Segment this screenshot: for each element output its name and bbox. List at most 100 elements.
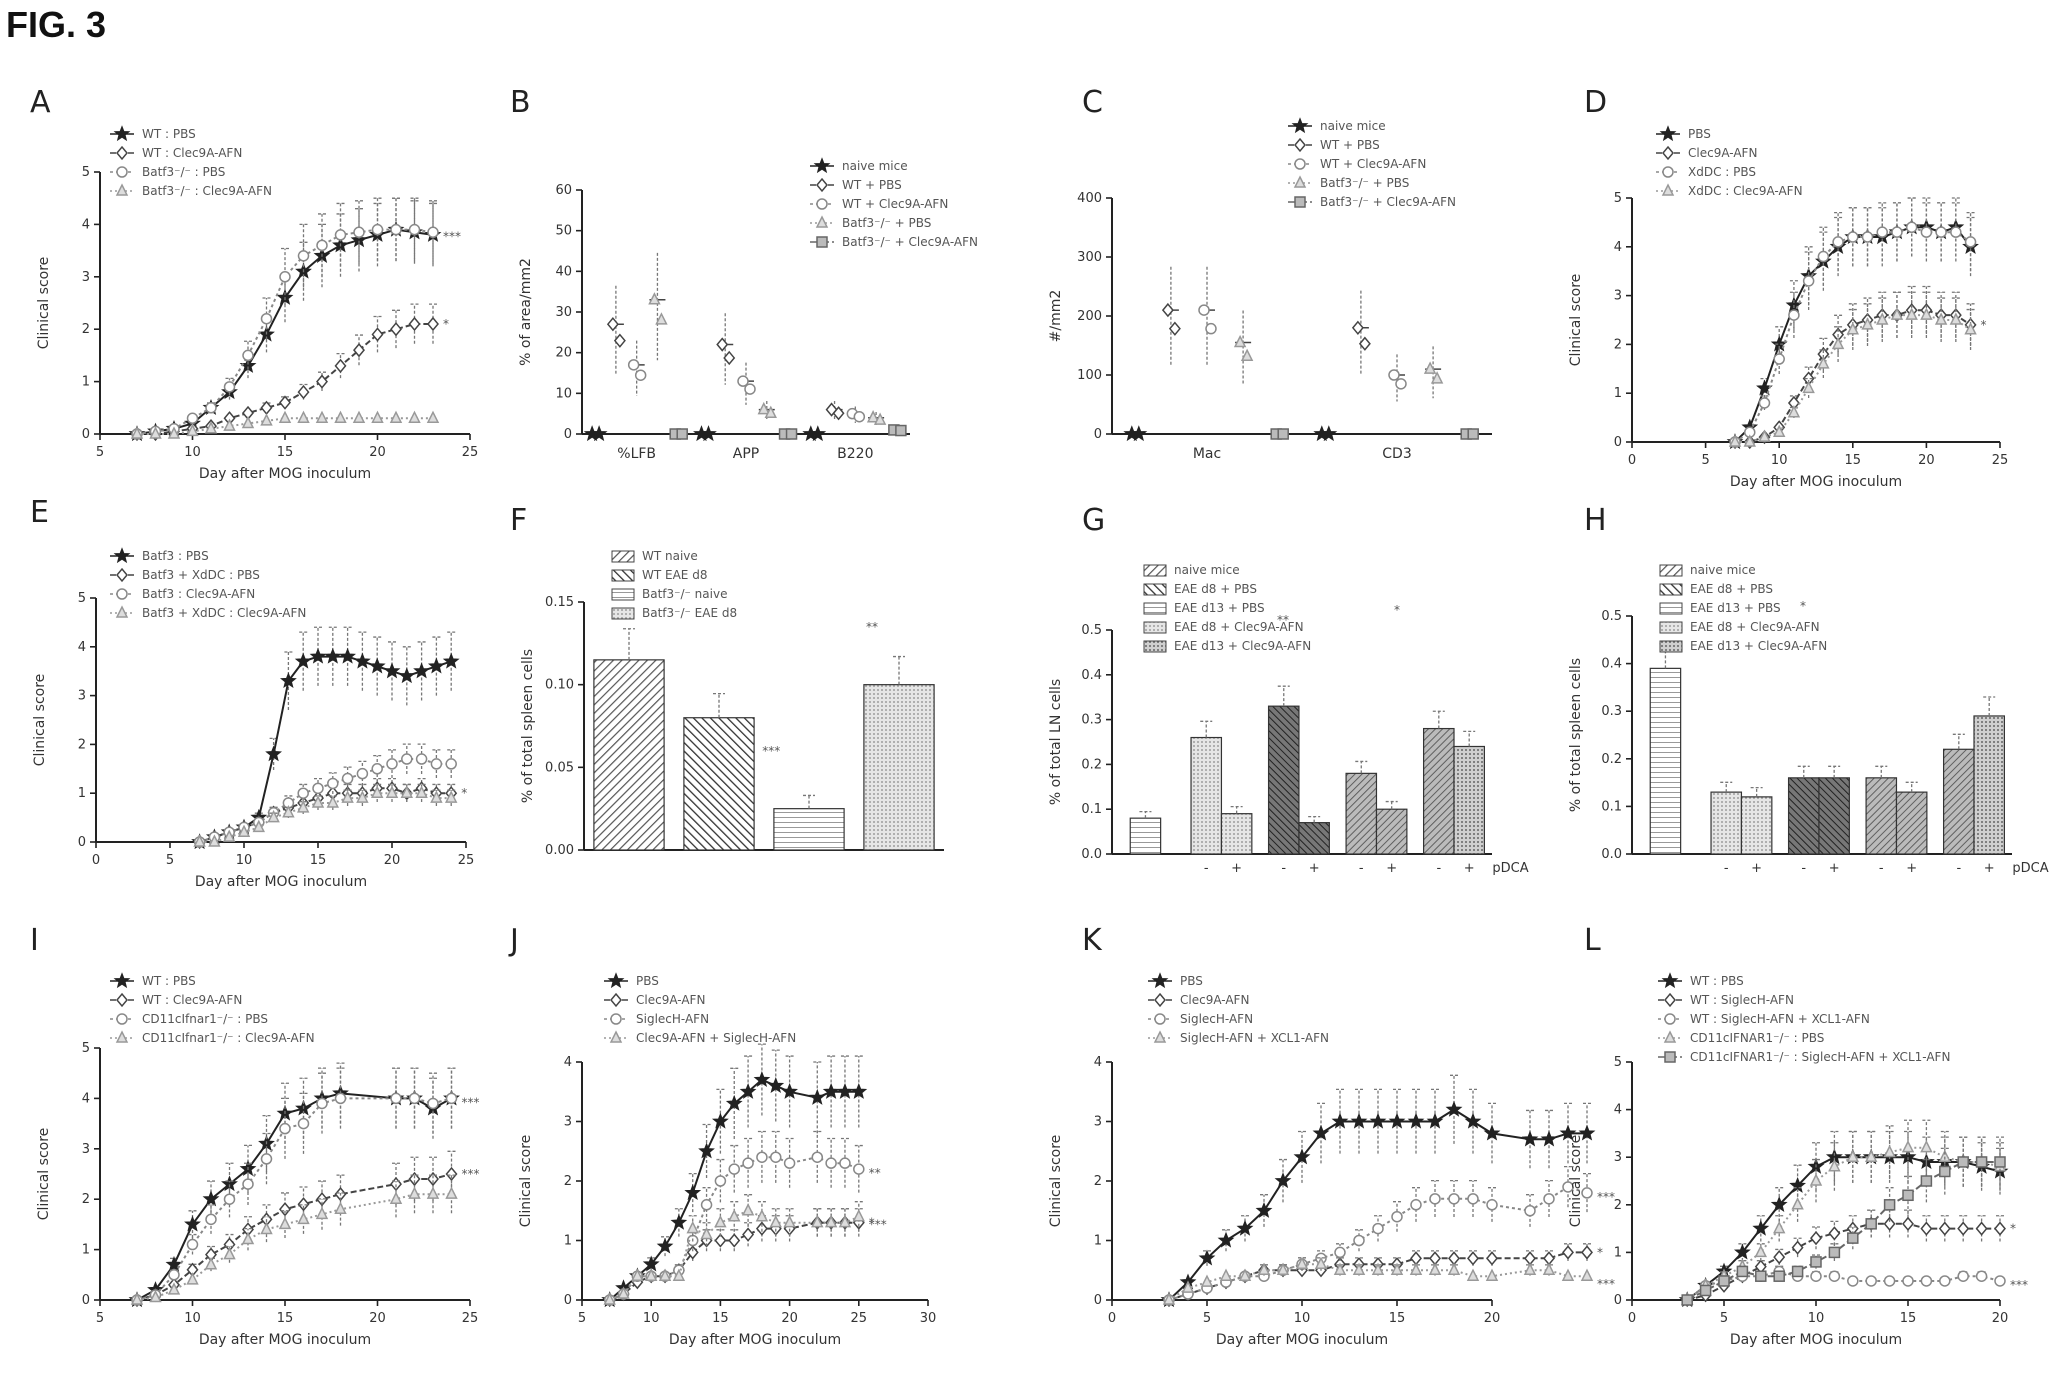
data-point xyxy=(1276,1262,1290,1275)
bar xyxy=(1973,715,2005,855)
x-tick-label: 5 xyxy=(166,853,174,868)
data-point xyxy=(1581,1245,1593,1260)
data-point xyxy=(1791,1240,1804,1255)
y-tick-label: 3 xyxy=(1614,1150,1622,1165)
legend-marker xyxy=(1294,137,1306,153)
legend-label: PBS xyxy=(1180,974,1203,988)
panel-letter: F xyxy=(510,503,527,538)
data-point xyxy=(1371,1262,1385,1275)
data-point xyxy=(1743,434,1756,447)
panel-l: L 0 1 2 3 4 5 Clinical score 0 5 10 15 20 Day after M… xyxy=(1568,923,2028,1348)
data-point xyxy=(1939,1165,1951,1178)
legend-label: EAE d13 + PBS xyxy=(1690,601,1781,615)
data-point xyxy=(1320,425,1338,442)
y-tick-label: 2 xyxy=(82,322,90,337)
data-point xyxy=(208,834,221,847)
data-point xyxy=(193,834,206,847)
x-tick-sign: - xyxy=(1204,861,1209,876)
legend-marker xyxy=(816,198,828,210)
legend-label: WT EAE d8 xyxy=(642,568,707,582)
data-point xyxy=(658,1268,672,1281)
data-point xyxy=(644,1268,658,1281)
data-point xyxy=(1728,434,1742,447)
data-point xyxy=(1426,1112,1444,1129)
data-point xyxy=(1466,1268,1480,1281)
data-point xyxy=(1395,378,1407,390)
legend-label: Batf3⁻/⁻ + PBS xyxy=(1320,176,1409,190)
legend-swatch xyxy=(611,588,635,601)
y-tick-label: 4 xyxy=(82,217,90,232)
data-point xyxy=(130,426,144,439)
legend-label: EAE d13 + Clec9A-AFN xyxy=(1174,639,1311,653)
data-point xyxy=(312,782,324,795)
data-point xyxy=(1130,425,1148,442)
data-point xyxy=(442,652,460,669)
y-tick-label: 50 xyxy=(555,224,572,239)
data-point xyxy=(427,657,445,674)
data-point xyxy=(1236,1219,1254,1236)
data-point xyxy=(1773,1249,1786,1265)
data-point xyxy=(1754,1244,1768,1258)
data-point xyxy=(223,1193,236,1205)
data-point xyxy=(1428,1262,1442,1275)
data-point xyxy=(1957,1221,1970,1236)
data-point xyxy=(297,384,310,400)
data-point xyxy=(839,1157,851,1169)
legend-label: EAE d8 + Clec9A-AFN xyxy=(1690,620,1820,634)
panel-f: F 0.00 0.05 0.10 0.15 % of total spleen cells… xyxy=(510,503,944,858)
x-axis-label: Day after MOG inoculum xyxy=(199,1332,371,1348)
legend-marker xyxy=(1291,117,1309,134)
legend-label: Batf3 : Clec9A-AFN xyxy=(142,587,255,601)
bar xyxy=(1787,777,1820,855)
data-point xyxy=(686,1220,699,1234)
legend-label: WT naive xyxy=(642,549,698,563)
x-tick-label: 20 xyxy=(1484,1311,1501,1326)
data-point xyxy=(1772,424,1786,437)
legend-marker xyxy=(609,1030,623,1043)
significance-label: * xyxy=(1800,599,1806,613)
data-point xyxy=(334,410,347,424)
legend-label: EAE d13 + Clec9A-AFN xyxy=(1690,639,1827,653)
x-tick-label: 15 xyxy=(277,445,294,460)
data-point xyxy=(353,226,365,239)
panel-letter: L xyxy=(1584,923,1601,958)
panel-letter: H xyxy=(1584,503,1607,538)
data-point xyxy=(354,652,371,669)
y-tick-label: 200 xyxy=(1077,309,1102,324)
data-point xyxy=(714,1214,727,1228)
bar xyxy=(1895,791,1928,855)
legend-marker xyxy=(816,236,828,248)
data-point xyxy=(1562,1245,1574,1260)
data-point xyxy=(352,410,366,424)
legend-marker xyxy=(610,992,622,1008)
data-point xyxy=(617,1286,630,1299)
y-tick-label: 0 xyxy=(78,835,86,850)
panel-b: B 0 10 20 30 40 50 60 % of area/mm2 %LFB APP B220 na… xyxy=(510,85,978,462)
data-point xyxy=(1559,1124,1577,1141)
y-tick-label: 0 xyxy=(1614,435,1622,450)
legend-marker xyxy=(116,567,128,583)
data-point xyxy=(1430,371,1444,384)
x-tick-label: CD3 xyxy=(1382,446,1411,462)
data-point xyxy=(408,410,421,424)
data-point xyxy=(1846,1149,1860,1162)
data-point xyxy=(1994,1275,2006,1287)
x-tick-label: 25 xyxy=(462,1311,479,1326)
y-tick-label: 0.05 xyxy=(545,760,574,775)
data-point xyxy=(427,1097,439,1110)
legend-marker xyxy=(1154,992,1166,1008)
data-point xyxy=(297,410,310,424)
x-axis-label: Day after MOG inoculum xyxy=(669,1332,841,1348)
series-line xyxy=(137,323,433,435)
legend-label: Batf3 + XdDC : PBS xyxy=(142,568,260,582)
data-point xyxy=(1865,1275,1877,1287)
data-point xyxy=(1467,1251,1479,1266)
data-point xyxy=(1920,1221,1933,1236)
legend-label: WT + PBS xyxy=(842,178,902,192)
significance-label: * xyxy=(1394,603,1400,617)
data-point xyxy=(130,1292,144,1305)
y-tick-label: 5 xyxy=(1614,1055,1622,1070)
data-point xyxy=(222,829,236,842)
data-point xyxy=(769,1214,782,1228)
